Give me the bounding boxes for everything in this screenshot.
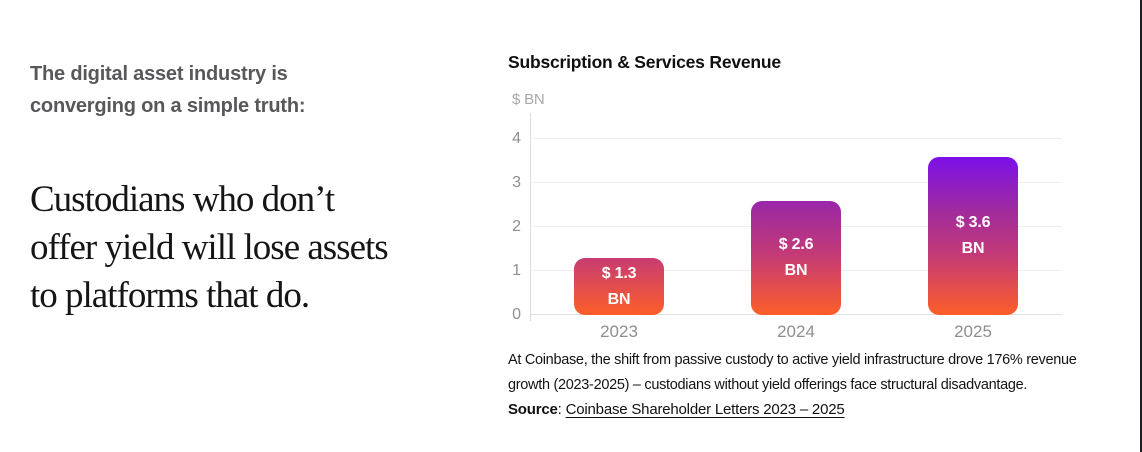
revenue-bar-2023: $ 1.3 BN xyxy=(574,258,664,315)
bar-value-label: $ 1.3 BN xyxy=(601,264,637,308)
x-axis-labels: 2023 2024 2025 xyxy=(530,322,1062,344)
headline-line: offer yield will lose assets xyxy=(30,227,389,268)
y-axis-line xyxy=(530,113,531,321)
y-tick-label-3: 3 xyxy=(512,174,521,191)
intro-text: The digital asset industry is converging… xyxy=(30,58,360,122)
source-link[interactable]: Coinbase Shareholder Letters 2023 – 2025 xyxy=(565,401,845,418)
bar-value-label: $ 2.6 BN xyxy=(778,236,814,279)
y-tick-label-0: 0 xyxy=(512,306,521,323)
revenue-bar-2024: $ 2.6 BN xyxy=(751,201,841,315)
source-line: Source: Coinbase Shareholder Letters 2023… xyxy=(508,401,845,418)
intro-line: converging on a simple truth: xyxy=(30,95,306,117)
x-tick-label-2024: 2024 xyxy=(777,322,815,341)
gridline-4 xyxy=(530,138,1062,139)
source-separator: : xyxy=(557,401,562,418)
bar-value-label: $ 3.6 BN xyxy=(955,214,991,257)
headline-line: Custodians who don’t xyxy=(30,179,335,220)
y-axis-unit-label: $ BN xyxy=(512,91,545,108)
x-tick-label-2025: 2025 xyxy=(954,322,992,341)
y-tick-label-1: 1 xyxy=(512,262,521,279)
intro-line: The digital asset industry is xyxy=(30,63,288,85)
chart-plot-area: 0 1 2 3 4 $ 1.3 BN $ 2.6 BN $ 3.6 BN xyxy=(512,113,1062,323)
chart-caption: At Coinbase, the shift from passive cust… xyxy=(508,352,1077,393)
y-tick-label-2: 2 xyxy=(512,218,521,235)
gridline-3 xyxy=(530,182,1062,183)
chart-title: Subscription & Services Revenue xyxy=(508,52,781,72)
x-tick-label-2023: 2023 xyxy=(600,322,638,341)
revenue-bar-2025: $ 3.6 BN xyxy=(928,157,1018,315)
headline-text: Custodians who don’t offer yield will lo… xyxy=(30,176,490,320)
y-tick-label-4: 4 xyxy=(512,130,521,147)
page-right-border xyxy=(1140,0,1142,452)
chart-panel: Subscription & Services Revenue $ BN 0 1 2… xyxy=(508,52,1108,452)
headline-line: to platforms that do. xyxy=(30,275,310,316)
source-label: Source xyxy=(508,401,558,418)
